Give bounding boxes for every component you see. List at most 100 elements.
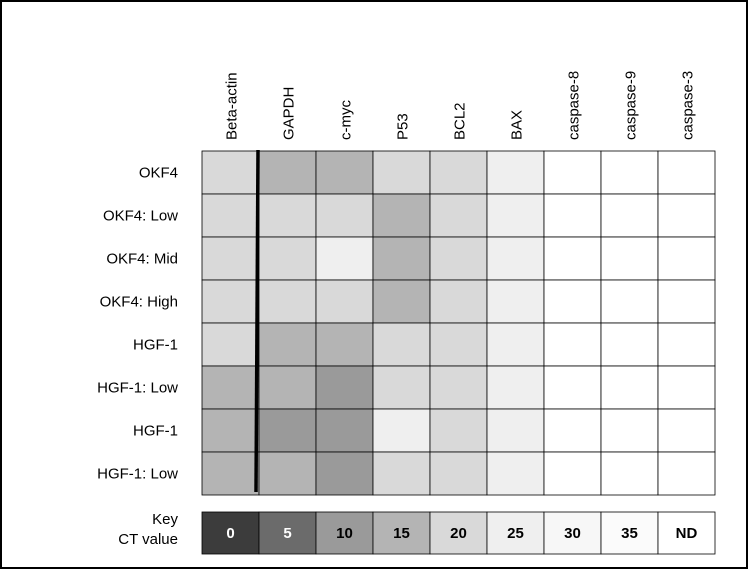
- heatmap-cell: [429, 193, 488, 238]
- heatmap-cell: [201, 322, 260, 367]
- key-swatch: [600, 511, 659, 555]
- column-label: BCL2: [452, 102, 469, 140]
- column-label: c-myc: [338, 100, 355, 140]
- column-label: P53: [395, 113, 412, 140]
- row-label: HGF-1: Low: [97, 380, 178, 397]
- key-swatch: [543, 511, 602, 555]
- heatmap-cell: [372, 236, 431, 281]
- key-value-label: 20: [450, 525, 467, 542]
- heatmap-cell: [600, 193, 659, 238]
- heatmap-cells: [201, 150, 716, 496]
- heatmap-cell: [600, 236, 659, 281]
- heatmap-cell: [372, 451, 431, 496]
- heatmap-cell: [657, 279, 716, 324]
- heatmap-cell: [258, 193, 317, 238]
- heatmap-cell: [486, 322, 545, 367]
- heatmap-cell: [429, 236, 488, 281]
- heatmap-cell: [486, 193, 545, 238]
- key-value-label: 30: [564, 525, 581, 542]
- key-value-label: 15: [393, 525, 410, 542]
- heatmap-cell: [372, 150, 431, 195]
- heatmap-cell: [543, 451, 602, 496]
- heatmap-cell: [429, 322, 488, 367]
- heatmap-cell: [372, 193, 431, 238]
- heatmap-cell: [657, 365, 716, 410]
- heatmap-cell: [372, 408, 431, 453]
- heatmap-cell: [657, 150, 716, 195]
- row-label: OKF4: High: [100, 294, 178, 311]
- heatmap-cell: [486, 236, 545, 281]
- key-swatch: [429, 511, 488, 555]
- heatmap-cell: [600, 322, 659, 367]
- heatmap-cell: [600, 279, 659, 324]
- heatmap-cell: [372, 322, 431, 367]
- row-label: OKF4: [139, 165, 178, 182]
- column-label: GAPDH: [281, 87, 298, 140]
- heatmap-cell: [201, 150, 260, 195]
- heatmap-cell: [486, 279, 545, 324]
- heatmap-cell: [201, 408, 260, 453]
- key-title: Key: [152, 511, 178, 528]
- column-label: caspase-8: [566, 71, 583, 140]
- key-swatch: [486, 511, 545, 555]
- heatmap-cell: [486, 365, 545, 410]
- heatmap-cell: [372, 279, 431, 324]
- heatmap-cell: [201, 365, 260, 410]
- heatmap-cell: [429, 451, 488, 496]
- key-value-label: ND: [676, 525, 698, 542]
- column-label: BAX: [509, 110, 526, 140]
- heatmap-cell: [429, 408, 488, 453]
- heatmap-cell: [657, 236, 716, 281]
- heatmap-cell: [543, 193, 602, 238]
- heatmap-cell: [315, 236, 374, 281]
- heatmap-cell: [315, 408, 374, 453]
- column-label: caspase-9: [623, 71, 640, 140]
- key-value-label: 0: [226, 525, 234, 542]
- column-labels: Beta-actin GAPDH c-myc P53 BCL2 BAX caspase-8 c…: [224, 71, 697, 140]
- heatmap-cell: [486, 150, 545, 195]
- heatmap-cell: [315, 365, 374, 410]
- heatmap-cell: [258, 322, 317, 367]
- heatmap-cell: [258, 150, 317, 195]
- heatmap-cell: [429, 279, 488, 324]
- heatmap-cell: [486, 408, 545, 453]
- heatmap-cell: [600, 408, 659, 453]
- heatmap-cell: [201, 279, 260, 324]
- heatmap-cell: [315, 322, 374, 367]
- heatmap-cell: [315, 279, 374, 324]
- key-value-label: 5: [283, 525, 291, 542]
- heatmap-cell: [600, 365, 659, 410]
- key-subtitle: CT value: [118, 531, 178, 548]
- key-value-label: 25: [507, 525, 524, 542]
- heatmap-cell: [258, 408, 317, 453]
- key-swatch: [258, 511, 317, 555]
- key-swatch: [657, 511, 716, 555]
- heatmap-cell: [315, 193, 374, 238]
- key-swatch: [201, 511, 260, 555]
- heatmap-cell: [657, 193, 716, 238]
- heatmap-cell: [315, 150, 374, 195]
- heatmap-cell: [543, 236, 602, 281]
- row-label: HGF-1: [133, 423, 178, 440]
- row-label: OKF4: Low: [103, 208, 178, 225]
- heatmap-cell: [543, 322, 602, 367]
- heatmap-cell: [258, 365, 317, 410]
- row-label: HGF-1: [133, 337, 178, 354]
- key-value-label: 35: [621, 525, 638, 542]
- heatmap-cell: [201, 193, 260, 238]
- heatmap-cell: [543, 408, 602, 453]
- heatmap-cell: [657, 408, 716, 453]
- heatmap-cell: [543, 365, 602, 410]
- heatmap-cell: [258, 451, 317, 496]
- heatmap-cell: [600, 150, 659, 195]
- ct-key: Key CT value 0 5 10 15 20 25 30 35 ND: [118, 511, 716, 555]
- heatmap-cell: [258, 236, 317, 281]
- heatmap-cell: [429, 150, 488, 195]
- row-label: OKF4: Mid: [106, 251, 178, 268]
- heatmap-cell: [657, 451, 716, 496]
- heatmap-cell: [600, 451, 659, 496]
- row-labels: OKF4 OKF4: Low OKF4: Mid OKF4: High HGF-1 HGF…: [97, 165, 178, 483]
- heatmap-cell: [657, 322, 716, 367]
